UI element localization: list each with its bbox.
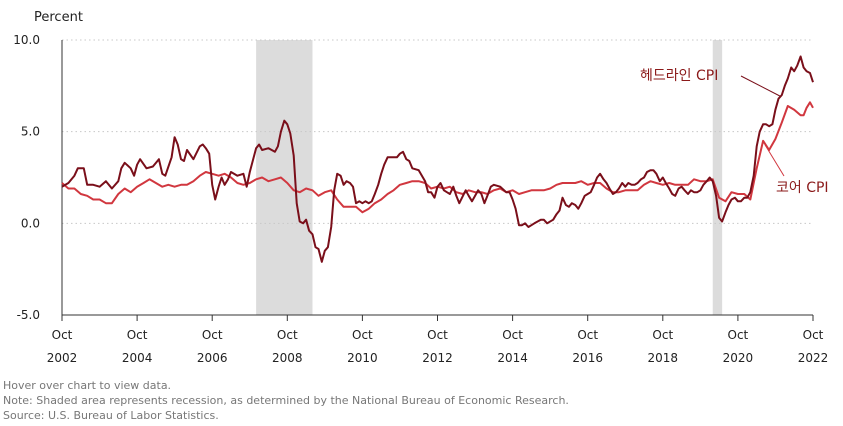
- x-tick-month: Oct: [652, 328, 673, 342]
- x-tick-year: 2008: [272, 351, 303, 365]
- x-tick-year: 2018: [648, 351, 679, 365]
- headline-cpi-line: [61, 55, 814, 263]
- x-tick-year: 2022: [798, 351, 829, 365]
- y-tick-label: -5.0: [17, 308, 40, 322]
- recession-shading: [256, 40, 723, 315]
- core-cpi-label: 코어 CPI: [776, 180, 829, 196]
- core-cpi-line: [61, 101, 814, 214]
- x-axis-ticks: Oct 2002 Oct 2004 Oct 2006 Oct 2008 Oct 2010 Oct 20…: [47, 315, 829, 365]
- cpi-line-chart[interactable]: Percent 10.05.00.0-5.0 Oct2002Oct2004Oct…: [0, 0, 843, 370]
- y-tick-label: 0.0: [21, 216, 40, 230]
- x-tick-year: 2014: [497, 351, 528, 365]
- x-tick-month: Oct: [427, 328, 448, 342]
- headline-cpi-leader: [740, 75, 781, 97]
- y-axis-title: Percent: [34, 10, 83, 25]
- x-tick-year: 2016: [572, 351, 603, 365]
- y-tick-label: 10.0: [13, 33, 40, 47]
- y-axis-ticks: 10.0 5.0 0.0 -5.0: [13, 33, 40, 322]
- x-tick-year: 2020: [723, 351, 754, 365]
- x-tick-month: Oct: [803, 328, 824, 342]
- x-tick-year: 2012: [422, 351, 453, 365]
- x-tick-year: 2010: [347, 351, 378, 365]
- x-tick-month: Oct: [502, 328, 523, 342]
- recession-band-0: [256, 40, 313, 315]
- recession-band-1: [712, 40, 723, 315]
- annotations: 헤드라인 CPI 코어 CPI: [640, 68, 829, 196]
- x-tick-month: Oct: [577, 328, 598, 342]
- x-tick-year: 2002: [47, 351, 78, 365]
- x-tick-month: Oct: [728, 328, 749, 342]
- x-tick-month: Oct: [277, 328, 298, 342]
- x-tick-month: Oct: [52, 328, 73, 342]
- x-tick-month: Oct: [202, 328, 223, 342]
- series-lines[interactable]: [61, 55, 814, 263]
- axes: [61, 40, 813, 316]
- y-tick-label: 5.0: [21, 125, 40, 139]
- x-tick-year: 2006: [197, 351, 228, 365]
- headline-cpi-label: 헤드라인 CPI: [640, 68, 718, 84]
- chart-notes: Hover over chart to view data. Note: Sha…: [3, 378, 569, 423]
- core-cpi-leader: [764, 144, 785, 177]
- x-tick-month: Oct: [352, 328, 373, 342]
- recession-note: Note: Shaded area represents recession, …: [3, 394, 569, 407]
- x-tick-month: Oct: [127, 328, 148, 342]
- source-note: Source: U.S. Bureau of Labor Statistics.: [3, 409, 219, 422]
- gridlines: [62, 39, 813, 224]
- hover-hint: Hover over chart to view data.: [3, 379, 172, 392]
- x-tick-year: 2004: [122, 351, 153, 365]
